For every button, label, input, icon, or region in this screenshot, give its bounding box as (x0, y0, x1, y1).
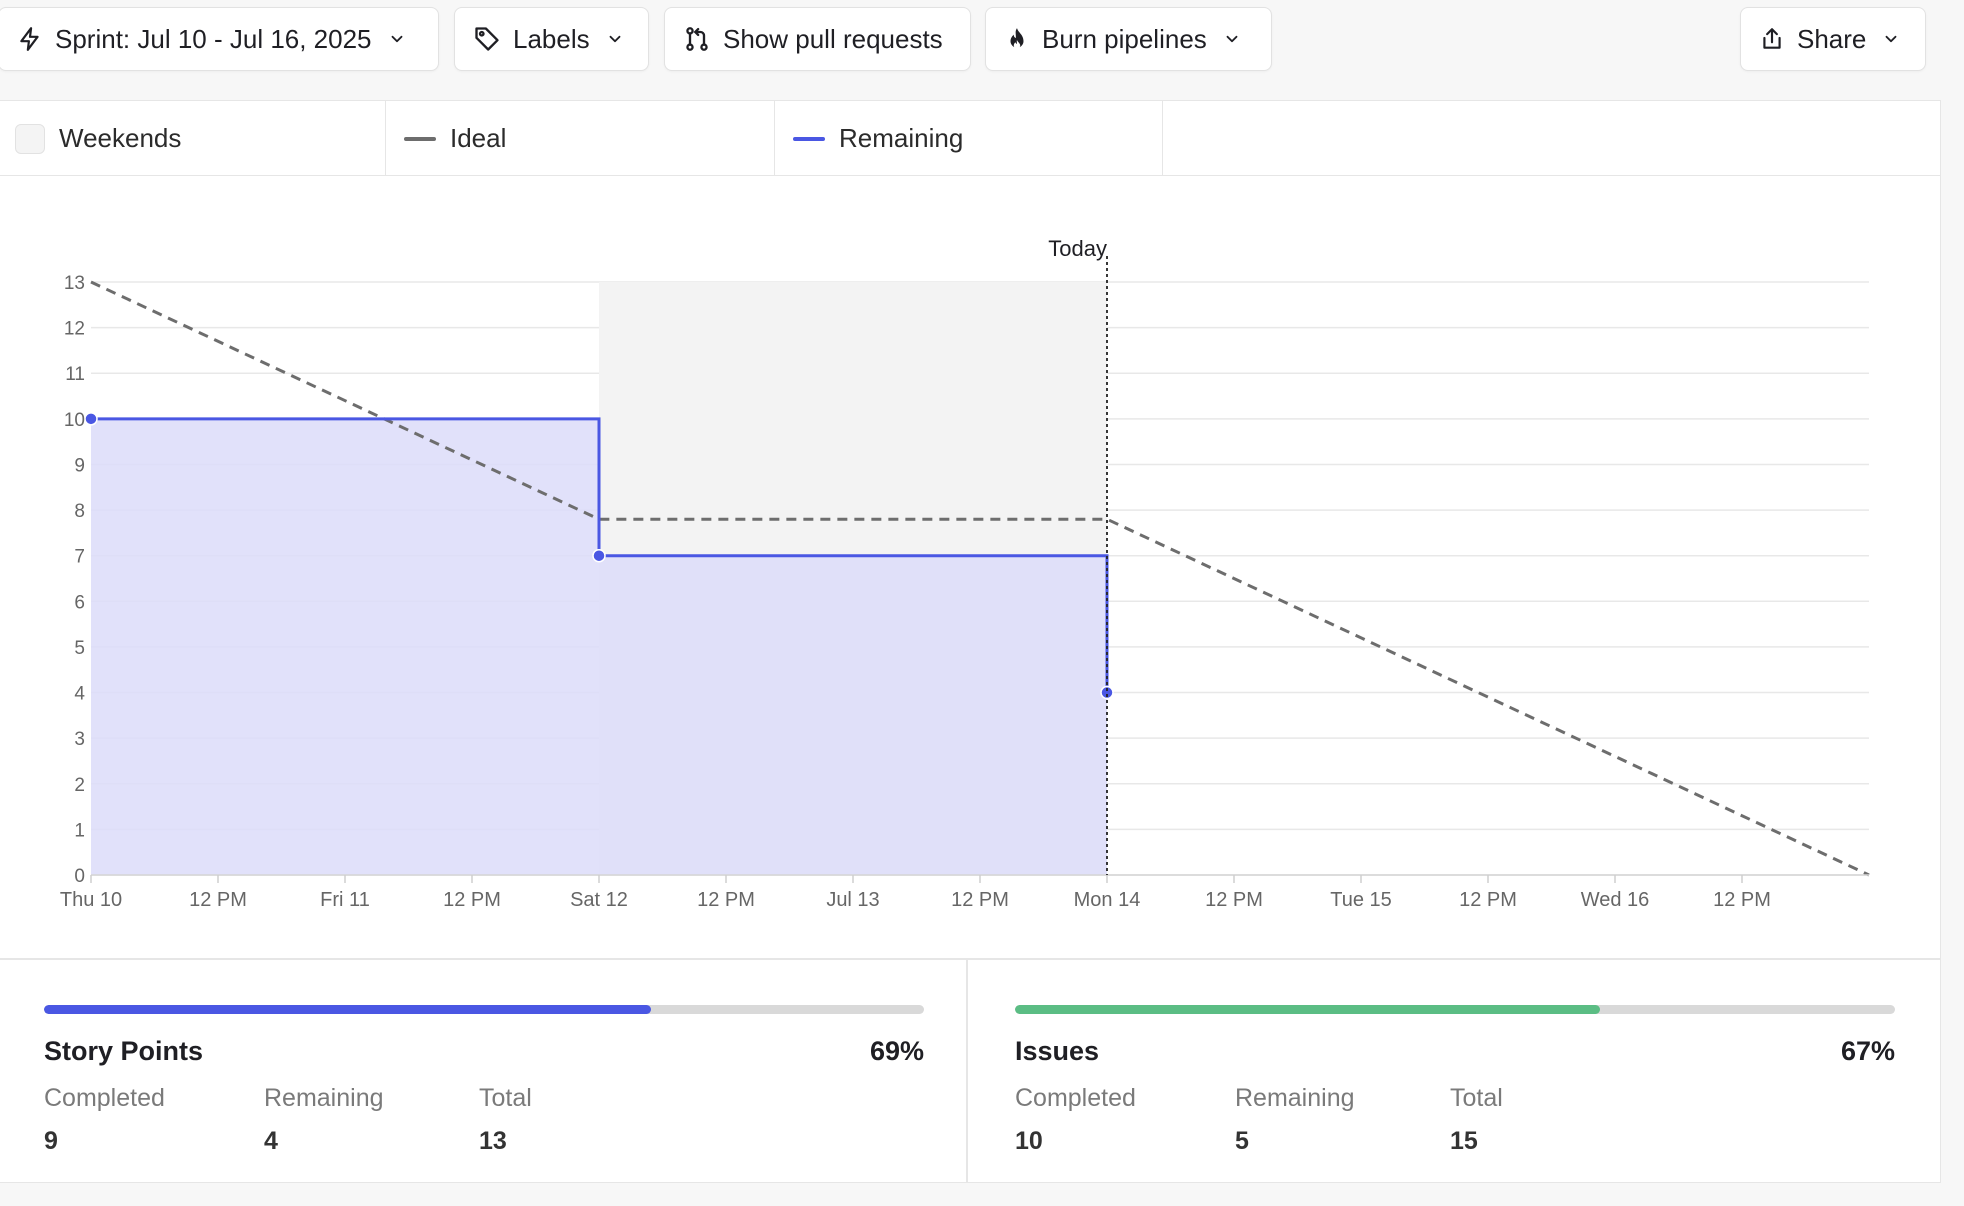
remaining-point (1100, 685, 1114, 700)
x-tick-label: Tue 15 (1330, 889, 1392, 911)
weekends-checkbox[interactable] (15, 123, 45, 154)
y-tick-label: 3 (74, 729, 85, 750)
pull-requests-label: Show pull requests (723, 23, 943, 54)
show-pull-requests-button[interactable]: Show pull requests (664, 7, 971, 71)
x-tick-label: 12 PM (1459, 889, 1517, 911)
y-tick-label: 8 (74, 501, 85, 522)
y-tick-label: 2 (74, 775, 85, 796)
story-points-total: Total 13 (479, 1084, 532, 1156)
today-label: Today (1048, 236, 1107, 261)
tag-icon (475, 27, 499, 51)
remaining-label: Remaining (264, 1084, 384, 1112)
burn-pipelines-dropdown[interactable]: Burn pipelines (985, 7, 1272, 71)
remaining-label: Remaining (1235, 1084, 1355, 1112)
legend-ideal[interactable]: Ideal (386, 101, 775, 176)
flame-icon (1010, 28, 1024, 49)
labels-dropdown[interactable]: Labels (454, 7, 649, 71)
x-tick-label: Wed 16 (1581, 889, 1650, 911)
chevron-down-icon (609, 35, 621, 43)
issues-remaining: Remaining 5 (1235, 1084, 1355, 1156)
y-tick-label: 6 (74, 592, 85, 613)
ideal-line-swatch (404, 136, 436, 141)
stats-divider (0, 958, 1940, 960)
issues-title: Issues (1015, 1036, 1100, 1066)
x-tick-label: 12 PM (189, 889, 247, 911)
completed-value: 9 (44, 1127, 58, 1155)
y-tick-label: 1 (74, 820, 85, 841)
ideal-line (90, 280, 1870, 877)
issues-percent: 67% (1840, 1036, 1895, 1066)
x-tick-label: Sat 12 (570, 889, 628, 911)
legend-remaining[interactable]: Remaining (775, 101, 1163, 176)
story-points-percent: 69% (869, 1036, 924, 1066)
issues-progress-fill (1015, 1005, 1601, 1014)
legend-ideal-label: Ideal (450, 123, 507, 153)
y-tick-label: 7 (74, 547, 85, 568)
story-points-completed: Completed 9 (44, 1084, 165, 1156)
story-points-progress-fill (44, 1005, 652, 1014)
remaining-area (91, 418, 1107, 875)
completed-label: Completed (1015, 1084, 1136, 1112)
share-dropdown[interactable]: Share (1740, 7, 1926, 71)
x-tick-label: Thu 10 (60, 889, 122, 911)
chart-legend: Weekends Ideal Remaining (0, 101, 1940, 176)
chevron-down-icon (1885, 35, 1897, 43)
story-points-summary: Story Points 69% Completed 9 Remaining 4… (44, 958, 924, 1182)
y-tick-label: 4 (74, 684, 85, 705)
sprint-label: Sprint: Jul 10 - Jul 16, 2025 (55, 23, 372, 54)
issues-summary: Issues 67% Completed 10 Remaining 5 Tota… (1015, 958, 1895, 1182)
x-tick-label: 12 PM (697, 889, 755, 911)
x-tick-label: 12 PM (951, 889, 1009, 911)
stats-column-divider (966, 958, 968, 1182)
y-tick-label: 11 (65, 364, 85, 385)
total-label: Total (1450, 1084, 1503, 1112)
remaining-value: 5 (1235, 1127, 1249, 1155)
share-icon (1763, 28, 1781, 49)
x-tick-label: 12 PM (1205, 889, 1263, 911)
chevron-down-icon (391, 35, 402, 43)
x-tick-label: Mon 14 (1074, 889, 1141, 911)
y-tick-label: 9 (74, 455, 85, 476)
chevron-down-icon (1226, 35, 1238, 43)
issues-total: Total 15 (1450, 1084, 1503, 1156)
y-tick-label: 0 (74, 866, 85, 887)
completed-label: Completed (44, 1084, 165, 1112)
burndown-card: Weekends Ideal Remaining 0 1 2 3 4 5 6 7 8 9 10 11 1… (0, 100, 1941, 1183)
completed-value: 10 (1015, 1127, 1043, 1155)
legend-weekends-label: Weekends (59, 123, 182, 153)
remaining-point (84, 412, 98, 426)
y-tick-label: 13 (64, 273, 85, 294)
x-tick-label: Fri 11 (320, 889, 370, 911)
sprint-dropdown[interactable]: Sprint: Jul 10 - Jul 16, 2025 (0, 7, 439, 71)
story-points-progress-track (44, 1005, 924, 1014)
legend-remaining-label: Remaining (839, 123, 964, 153)
x-tick-label: 12 PM (443, 889, 501, 911)
x-tick-label: Jul 13 (826, 889, 879, 911)
issues-completed: Completed 10 (1015, 1084, 1136, 1156)
burn-pipelines-label: Burn pipelines (1042, 23, 1207, 54)
issues-progress-track (1015, 1005, 1895, 1014)
labels-label: Labels (513, 23, 590, 54)
lightning-icon (20, 27, 39, 51)
remaining-value: 4 (264, 1127, 278, 1155)
legend-weekends-toggle[interactable]: Weekends (0, 101, 386, 176)
total-value: 15 (1450, 1127, 1478, 1155)
total-value: 13 (479, 1127, 507, 1155)
pull-request-icon (686, 27, 708, 51)
y-tick-label: 5 (74, 638, 85, 659)
y-tick-label: 10 (64, 410, 85, 431)
remaining-point (592, 548, 606, 563)
story-points-remaining: Remaining 4 (264, 1084, 384, 1156)
story-points-title: Story Points (44, 1036, 204, 1066)
total-label: Total (479, 1084, 532, 1112)
remaining-line-swatch (793, 136, 825, 141)
x-tick-label: 12 PM (1713, 889, 1771, 911)
share-label: Share (1797, 23, 1867, 54)
y-tick-label: 12 (64, 319, 85, 340)
